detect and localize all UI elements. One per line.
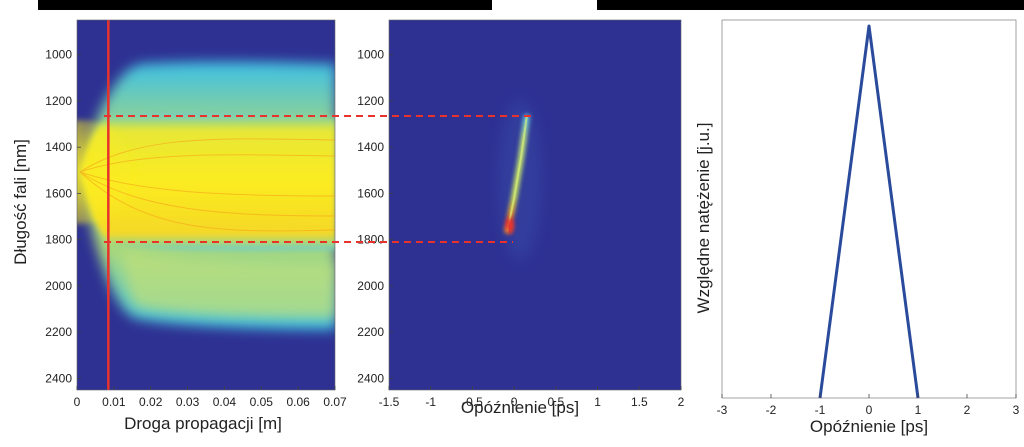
panel-3-xtick-label: 2	[964, 403, 971, 417]
panel-2-xtick-label: 0	[511, 395, 518, 409]
panel-2-image	[389, 20, 681, 390]
panel-1-image	[77, 20, 335, 390]
panel-2-frame	[388, 19, 682, 391]
panel-3-xtick-label: 1	[915, 403, 922, 417]
panel-2-xtick-label: -1.5	[379, 395, 400, 409]
spectrum-lower-lobe	[122, 250, 335, 318]
panel-3-xtick-label: 3	[1013, 403, 1020, 417]
panel-2-y-ticks: 1000 1200 1400 1600 1800 2000 2200 2400	[357, 48, 393, 385]
top-bar-right	[597, 0, 1024, 10]
panel-2-ytick-label: 1400	[357, 140, 384, 154]
panel-1-ytick-label: 2000	[45, 279, 72, 293]
panel-3-xtick-label: -2	[766, 403, 777, 417]
panel-1-ytick-label: 2200	[45, 325, 72, 339]
delay-trace-peak	[506, 218, 514, 234]
panel-2-xtick-label: 1.5	[631, 395, 648, 409]
panel-3-ylabel: Względne natężenie [j.u.]	[694, 123, 713, 314]
delay-trace-core	[506, 116, 528, 232]
panel-1-xtick-label: 0.05	[250, 395, 274, 409]
panel-1-xtick-label: 0.02	[139, 395, 163, 409]
panel-2-xtick-label: -0.5	[462, 395, 483, 409]
panel-3-frame	[721, 19, 1017, 399]
panel-1-ytick-label: 1600	[45, 186, 72, 200]
panel-2-xtick-label: -1	[425, 395, 436, 409]
top-bar-left	[38, 0, 492, 10]
panel-3-xtick-label: -3	[717, 403, 728, 417]
panel-3-x-ticks: -3 -2 -1 0 1 2 3	[717, 394, 1020, 417]
panel-1-xtick-label: 0.04	[213, 395, 237, 409]
panel-2-ytick-label: 1000	[357, 48, 384, 62]
panel-2-ytick-label: 2200	[357, 325, 384, 339]
spectrum-main-band	[80, 113, 335, 251]
panel-2-ytick-label: 2400	[357, 371, 384, 385]
panel-1-ylabel: Długość fali [nm]	[11, 139, 30, 265]
panel-1-y-ticks: 1000 1200 1400 1600 1800 2000 2200 2400	[45, 48, 81, 385]
panel-1-ytick-label: 1400	[45, 140, 72, 154]
panel-1-ytick-label: 1200	[45, 94, 72, 108]
panel-3-line-chart: -3 -2 -1 0 1 2 3 Opóźnienie [ps] Względne natę…	[694, 19, 1020, 436]
panel-2-ytick-label: 1800	[357, 233, 384, 247]
panel-1-ytick-label: 1000	[45, 48, 72, 62]
panel-2-ytick-label: 1600	[357, 186, 384, 200]
panel-3-xtick-label: 0	[866, 403, 873, 417]
panel-1-xtick-label: 0	[74, 395, 81, 409]
panel-1-xlabel: Droga propagacji [m]	[124, 414, 282, 433]
panel-1-frame	[76, 19, 336, 391]
panel-2-xtick-label: 1	[594, 395, 601, 409]
panel-1-xtick-label: 0.07	[323, 395, 347, 409]
panel-3-xlabel: Opóźnienie [ps]	[810, 417, 928, 436]
panel-1-xtick-label: 0.06	[286, 395, 310, 409]
wavelength-connectors	[104, 115, 535, 243]
panel-2-ytick-label: 2000	[357, 279, 384, 293]
panel-1-xtick-label: 0.03	[176, 395, 200, 409]
panel-2-xtick-label: 0.5	[548, 395, 565, 409]
panel-2-xtick-label: 2	[678, 395, 685, 409]
panel-2-ytick-label: 1200	[357, 94, 384, 108]
panel-1-xtick-label: 0.01	[102, 395, 126, 409]
intensity-line	[818, 24, 920, 399]
panel-1-ytick-label: 2400	[45, 371, 72, 385]
panel-3-xtick-label: -1	[815, 403, 826, 417]
panel-1-x-ticks: 0 0.01 0.02 0.03 0.04 0.05 0.06 0.07	[74, 386, 347, 409]
panel-1-heatmap: 1000 1200 1400 1600 1800 2000 2200 2400 0 0.01 0.…	[11, 19, 347, 433]
panel-1-ytick-label: 1800	[45, 233, 72, 247]
panel-2-x-ticks: -1.5 -1 -0.5 0 0.5 1 1.5 2	[379, 386, 685, 409]
panel-2-xlabel: Opóźnienie [ps]	[461, 398, 579, 417]
